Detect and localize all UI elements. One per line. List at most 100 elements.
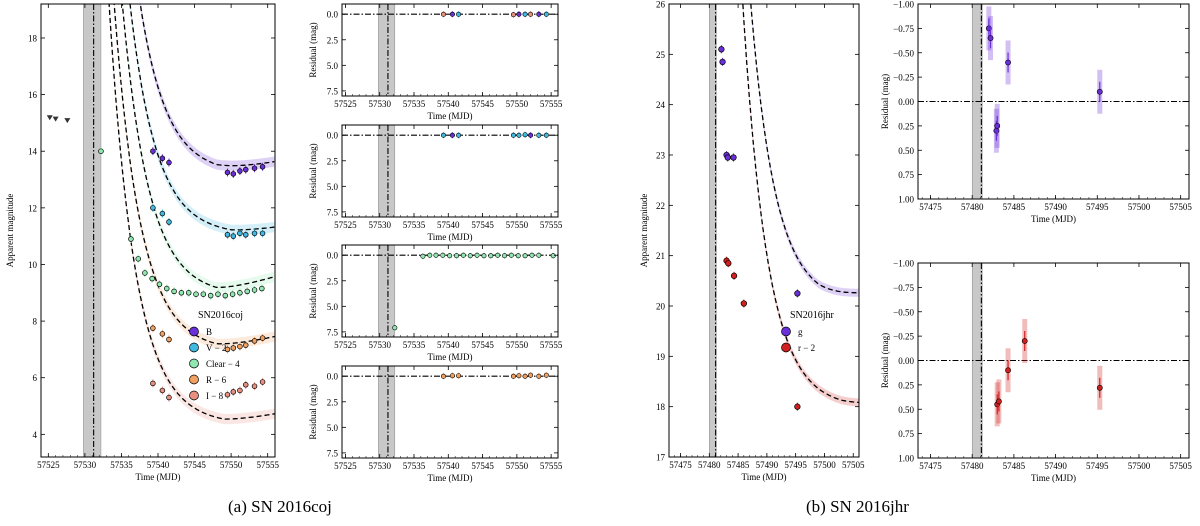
residual-point	[536, 11, 542, 17]
y-tick-label: 0.25	[898, 380, 914, 390]
x-axis-label: Time (MJD)	[136, 472, 181, 482]
residual-point	[516, 132, 522, 138]
y-tick-label: 2.5	[327, 397, 339, 407]
residual-point	[528, 11, 534, 17]
data-point	[740, 300, 747, 307]
legend-marker	[189, 374, 199, 385]
x-tick-label: 57530	[368, 99, 391, 109]
x-tick-label: 57545	[471, 461, 494, 471]
residual-point	[522, 253, 528, 259]
x-tick-label: 57525	[334, 220, 357, 230]
data-point	[150, 325, 156, 331]
data-point	[259, 335, 266, 341]
model-fit-line	[129, 4, 275, 231]
x-axis: 57525 57530 57535 57540 57545 57550 57555 Time …	[334, 125, 563, 242]
y-tick-label: 5.0	[327, 423, 339, 433]
y-axis: 0.0 2.5 5.0 7.5 Residual (mag)	[308, 131, 558, 217]
y-tick-label: 6	[33, 373, 38, 383]
y-tick-label: 2.5	[327, 156, 339, 166]
data-point	[98, 148, 104, 154]
y-tick-label: 0.00	[898, 97, 914, 107]
y-axis: 17 18 19 20 21 22 23 24 25 26 Apparent magnitude	[639, 0, 859, 463]
x-tick-label: 57535	[110, 460, 133, 470]
x-axis: 57475 57480 57485 57490 57495 57500 57505 Time …	[668, 4, 865, 482]
upper-limit-marker	[52, 116, 59, 122]
x-tick-label: 57475	[669, 460, 692, 470]
y-tick-label: 16	[28, 90, 38, 100]
data-point	[156, 281, 163, 288]
model-fit-line	[742, 4, 859, 404]
residual-point	[522, 373, 528, 379]
plot-area	[342, 245, 558, 337]
data-point	[251, 230, 258, 237]
residual-point	[502, 253, 508, 259]
y-axis: 0.0 2.5 5.0 7.5 Residual (mag)	[308, 10, 558, 96]
data-point	[719, 58, 726, 66]
upper-limit-marker	[46, 115, 53, 121]
x-tick-label: 57495	[784, 460, 807, 470]
panel-coj-res-2: 57525 57530 57535 57540 57545 57550 57555 Time …	[308, 124, 563, 242]
residual-point	[516, 11, 522, 17]
x-tick-label: 57545	[471, 99, 494, 109]
data-point	[230, 171, 237, 177]
residual-point	[522, 11, 528, 17]
x-tick-label: 57540	[437, 340, 460, 350]
data-point	[725, 260, 732, 267]
y-axis-label: Apparent magnitude	[639, 194, 649, 268]
x-axis: 57525 57530 57535 57540 57545 57550 57555 Time …	[334, 366, 563, 483]
x-tick-label: 57525	[37, 460, 60, 470]
x-axis-label: Time (MJD)	[1031, 214, 1076, 224]
data-point	[794, 403, 801, 410]
residual-point	[522, 132, 528, 138]
residual-point	[528, 132, 534, 138]
residual-point	[510, 132, 516, 138]
y-tick-label: 0.75	[898, 429, 914, 439]
x-tick-label: 57535	[403, 99, 426, 109]
data-point	[224, 231, 231, 238]
residual-point	[392, 325, 398, 331]
y-tick-label: 2.5	[327, 35, 339, 45]
x-tick-label: 57525	[334, 461, 357, 471]
data-point	[229, 291, 236, 297]
residual-point	[510, 373, 516, 379]
x-tick-label: 57545	[471, 340, 494, 350]
residual-point	[456, 132, 462, 138]
plot-area	[918, 263, 1189, 458]
y-axis: −1.00 −0.75 −0.50 −0.25 0.00 0.25 0.50 0.75 1.00…	[880, 259, 1189, 464]
residual-point	[516, 373, 522, 379]
legend-marker	[189, 326, 199, 337]
x-axis-label: Time (MJD)	[428, 111, 473, 121]
y-tick-label: 2.5	[327, 276, 339, 286]
x-axis-label: Time (MJD)	[428, 232, 473, 242]
x-tick-label: 57475	[919, 202, 942, 212]
model-fit-line	[108, 4, 275, 420]
residual-point	[456, 373, 462, 379]
residual-point	[440, 252, 446, 258]
plot-area	[342, 125, 558, 217]
data-point	[171, 288, 177, 295]
legend-entry: r − 2	[798, 343, 815, 353]
legend-entry: I − 8	[206, 391, 224, 401]
data-point	[135, 256, 142, 262]
data-point	[178, 290, 185, 296]
residual-point	[449, 11, 455, 17]
x-tick-label: 57540	[437, 99, 460, 109]
y-tick-label: 0.0	[327, 131, 339, 141]
legend: SN2016coj B V − 2 Clear − 4 R − 6 I − 8	[189, 310, 243, 401]
axes-frame	[668, 3, 860, 458]
plot-area	[342, 366, 558, 458]
upper-limit-marker	[64, 118, 71, 124]
data-point	[193, 291, 199, 297]
x-tick-label: 57550	[506, 99, 529, 109]
y-axis: 0.0 2.5 5.0 7.5 Residual (mag)	[308, 372, 558, 458]
residual-point	[528, 372, 534, 378]
panel-jhr-res-g: 57475 57480 57485 57490 57495 57500 57505 Time …	[880, 0, 1192, 224]
y-tick-label: −1.00	[893, 0, 914, 10]
data-point	[230, 345, 237, 351]
data-point	[730, 154, 737, 161]
y-tick-label: 0.50	[898, 146, 914, 156]
x-tick-label: 57550	[506, 461, 529, 471]
y-tick-label: −0.25	[893, 332, 914, 342]
data-point	[243, 342, 249, 348]
